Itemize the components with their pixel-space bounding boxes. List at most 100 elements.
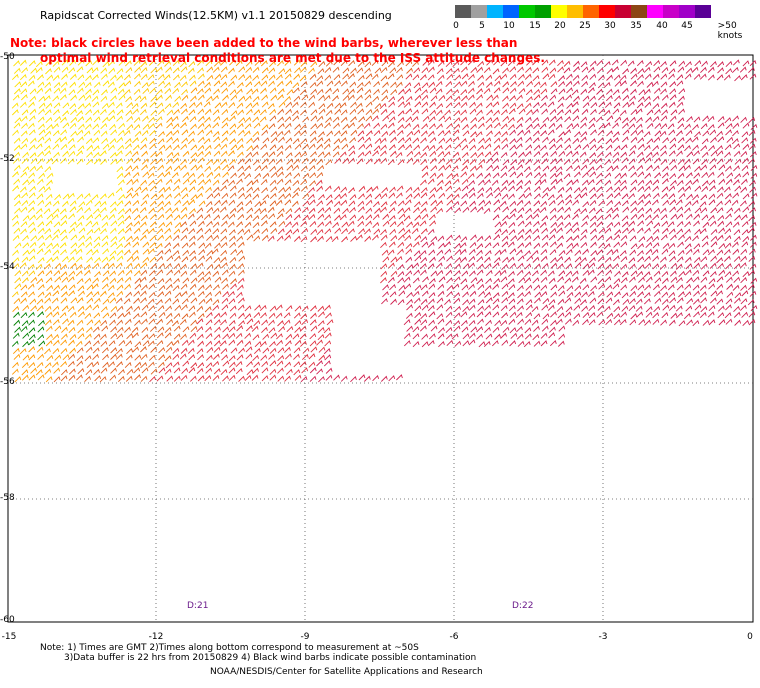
wind-barb	[491, 94, 499, 101]
wind-barb	[598, 74, 605, 81]
wind-barb	[413, 151, 421, 158]
wind-barb	[133, 157, 141, 164]
wind-barb	[430, 270, 438, 277]
wind-barb	[443, 151, 451, 158]
wind-barb	[564, 318, 572, 325]
wind-barb	[571, 276, 579, 283]
wind-barb	[164, 297, 172, 304]
wind-barb	[228, 213, 236, 220]
wind-barb	[398, 213, 406, 220]
wind-barb	[45, 220, 53, 227]
wind-barb	[493, 186, 501, 194]
wind-barb	[333, 207, 341, 214]
wind-barb	[485, 81, 493, 88]
wind-barb	[558, 249, 566, 257]
wind-barb	[589, 60, 597, 67]
wind-barb	[725, 221, 733, 228]
wind-barb	[661, 291, 669, 298]
wind-barb	[429, 157, 437, 164]
wind-barb	[28, 374, 36, 381]
wind-barb	[261, 74, 269, 81]
wind-barb	[518, 87, 526, 95]
wind-barb	[749, 137, 757, 144]
wind-barb	[381, 95, 389, 102]
wind-barb	[116, 115, 123, 122]
wind-barb	[132, 171, 140, 179]
wind-barb	[741, 290, 749, 297]
wind-barb	[653, 290, 661, 297]
wind-barb	[524, 241, 532, 248]
wind-barb	[421, 123, 428, 130]
wind-barb	[20, 220, 28, 228]
wind-barb	[460, 200, 468, 207]
wind-barb	[454, 256, 462, 264]
wind-barb	[308, 199, 316, 206]
wind-barb	[268, 312, 276, 319]
legend-label: 40	[656, 21, 668, 31]
wind-barb	[214, 73, 222, 80]
wind-barb	[11, 102, 19, 109]
wind-barb	[108, 340, 116, 347]
wind-barb	[62, 110, 69, 117]
wind-barb	[547, 270, 555, 277]
wind-barb	[406, 304, 413, 311]
wind-barb	[12, 171, 19, 178]
wind-barb	[245, 66, 253, 73]
map-frame	[7, 54, 754, 623]
wind-barb	[245, 199, 253, 207]
wind-barb	[509, 327, 517, 334]
wind-barb	[670, 109, 678, 116]
wind-barb	[350, 67, 357, 74]
wind-barb	[268, 151, 276, 158]
wind-barb	[404, 136, 412, 144]
wind-barb	[731, 199, 739, 206]
wind-barb	[662, 165, 669, 172]
wind-barb	[420, 187, 428, 194]
wind-barb	[221, 277, 228, 284]
wind-barb	[452, 136, 460, 143]
wind-barb	[62, 193, 70, 200]
wind-barb	[52, 305, 60, 312]
wind-barb	[102, 80, 110, 87]
wind-barb	[420, 319, 428, 326]
wind-barb	[419, 179, 427, 186]
wind-barb	[661, 192, 668, 200]
wind-barb	[181, 256, 189, 263]
wind-barb	[294, 374, 302, 381]
wind-barb	[510, 332, 518, 339]
wind-barb	[100, 73, 108, 80]
wind-barb	[350, 116, 357, 123]
wind-barb	[662, 137, 669, 144]
wind-barb	[661, 220, 669, 227]
wind-barb	[174, 95, 182, 102]
wind-barb	[12, 220, 20, 227]
wind-barb	[253, 347, 261, 355]
wind-barb	[734, 214, 741, 221]
wind-barb	[213, 60, 221, 67]
wind-barb	[540, 88, 548, 95]
wind-barb	[604, 151, 612, 158]
wind-barb	[309, 130, 317, 137]
wind-barb	[510, 159, 518, 166]
wind-barb	[707, 311, 715, 318]
wind-barb	[84, 264, 91, 271]
wind-barb	[636, 129, 644, 136]
wind-barb	[284, 122, 292, 129]
wind-barb	[558, 88, 566, 95]
wind-barb	[701, 158, 708, 165]
wind-barb	[693, 256, 701, 263]
wind-barb	[236, 178, 243, 185]
wind-barb	[21, 369, 29, 376]
wind-barb	[69, 311, 77, 318]
wind-barb	[637, 137, 645, 144]
wind-barb	[380, 201, 388, 208]
wind-barb	[246, 186, 254, 193]
wind-barb	[134, 341, 142, 348]
wind-barb	[397, 298, 405, 306]
wind-barb	[221, 269, 229, 276]
wind-barb	[531, 249, 539, 257]
wind-barb	[76, 319, 84, 326]
wind-barb	[291, 221, 299, 228]
wind-barb	[294, 339, 302, 346]
wind-barb	[414, 87, 422, 94]
